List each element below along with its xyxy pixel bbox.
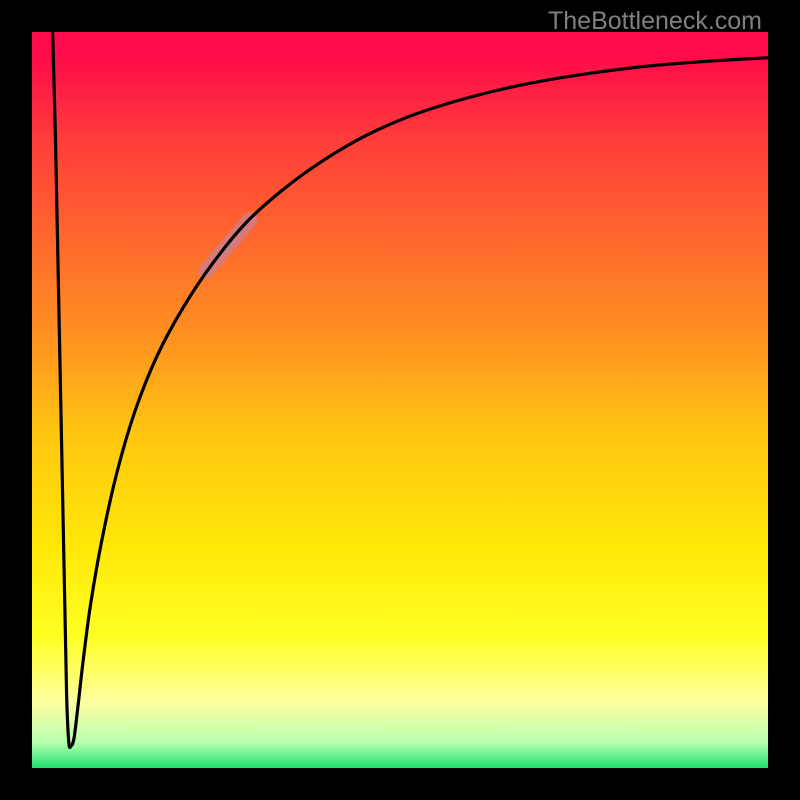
curve-layer [32, 32, 768, 768]
bottleneck-performance-chart [32, 32, 768, 768]
watermark-text: TheBottleneck.com [548, 7, 762, 36]
bottleneck-curve [53, 32, 768, 748]
